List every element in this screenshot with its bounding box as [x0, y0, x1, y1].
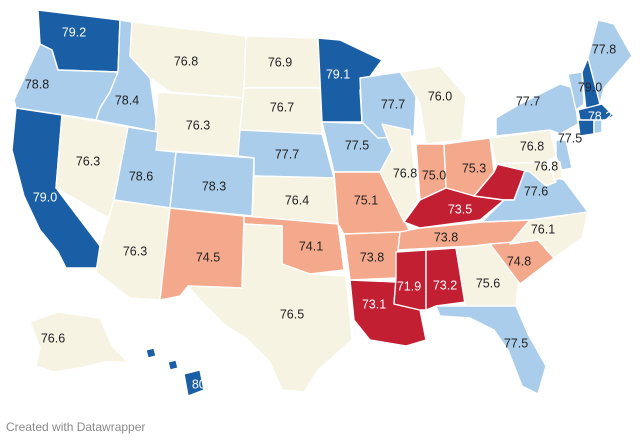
state-VT	[567, 71, 585, 111]
state-RI	[593, 119, 603, 135]
value-label-IN: 75.0	[422, 168, 446, 182]
value-label-LA: 73.1	[362, 297, 386, 311]
value-label-KS: 76.4	[285, 193, 309, 207]
value-label-IA: 77.5	[345, 138, 369, 152]
value-label-MA: 78.2	[588, 109, 612, 123]
value-label-AK: 76.6	[41, 331, 65, 345]
value-label-ND: 76.9	[268, 55, 292, 69]
state-FL	[435, 305, 547, 395]
value-label-TN: 73.8	[434, 230, 458, 244]
value-label-AZ: 76.3	[123, 244, 147, 258]
value-label-FL: 77.5	[504, 336, 528, 350]
value-label-OK: 74.1	[299, 239, 323, 253]
value-label-VA: 77.6	[524, 184, 548, 198]
value-label-WY: 76.3	[186, 118, 210, 132]
value-label-CO: 78.3	[202, 179, 226, 193]
value-label-MO: 75.1	[354, 193, 378, 207]
value-label-PA: 76.8	[520, 139, 544, 153]
state-MA	[577, 103, 615, 123]
value-label-KY: 73.5	[448, 202, 472, 216]
state-NY	[495, 83, 579, 137]
value-label-AL: 73.2	[433, 278, 457, 292]
value-label-UT: 78.6	[129, 169, 153, 183]
state-MD	[495, 161, 557, 187]
value-label-WI: 77.7	[381, 97, 405, 111]
credit-text: Created with Datawrapper	[6, 420, 146, 434]
value-label-NC: 76.1	[531, 222, 555, 236]
value-label-MS: 71.9	[397, 279, 421, 293]
value-label-MD: 76.8	[534, 159, 558, 173]
state-HI	[145, 347, 205, 397]
value-label-NV: 76.3	[76, 154, 100, 168]
state-VA	[481, 167, 589, 223]
value-label-MI: 76.0	[428, 89, 452, 103]
value-label-AR: 73.8	[360, 250, 384, 264]
value-label-MN: 79.1	[326, 67, 350, 81]
value-label-NY: 77.7	[516, 94, 540, 108]
value-label-OR: 78.8	[25, 77, 49, 91]
value-label-ME: 77.8	[592, 42, 616, 56]
value-label-GA: 75.6	[476, 276, 500, 290]
value-label-SC: 74.8	[507, 254, 531, 268]
value-label-CA: 79.0	[33, 190, 57, 204]
value-label-IL: 76.8	[393, 166, 417, 180]
value-label-SD: 76.7	[270, 100, 294, 114]
state-MI	[399, 65, 467, 145]
value-label-ID: 78.4	[115, 93, 139, 107]
value-label-TX: 76.5	[280, 307, 304, 321]
value-label-OH: 75.3	[462, 161, 486, 175]
value-label-VT: 79.0	[578, 80, 602, 94]
value-label-WA: 79.2	[62, 25, 86, 39]
value-label-NE: 77.7	[275, 147, 299, 161]
state-TX	[187, 223, 353, 393]
state-AL	[425, 247, 467, 311]
value-label-NJ: 77.5	[558, 131, 582, 145]
value-label-HI: 80.7	[192, 377, 216, 391]
state-DE	[551, 159, 563, 181]
state-AK	[29, 311, 129, 373]
value-label-NM: 74.5	[196, 250, 220, 264]
value-label-MT: 76.8	[174, 54, 198, 68]
